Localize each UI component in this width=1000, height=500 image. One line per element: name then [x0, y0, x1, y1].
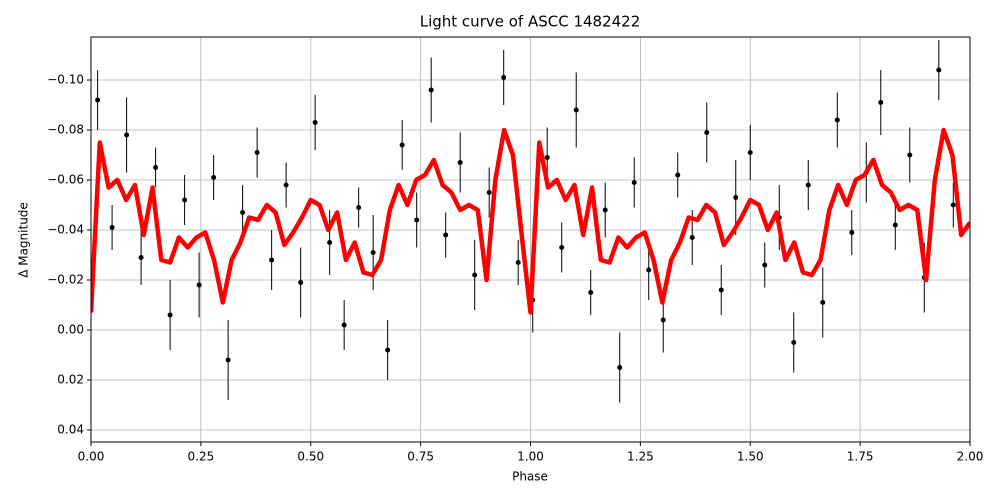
- y-tick-label: −0.08: [47, 123, 84, 137]
- data-point: [472, 272, 478, 278]
- plot-frame: [90, 36, 971, 443]
- data-point: [660, 317, 666, 323]
- x-tick-label: 0.25: [188, 450, 215, 464]
- chart-title: Light curve of ASCC 1482422: [420, 13, 641, 31]
- data-point: [849, 230, 855, 235]
- data-point: [907, 152, 913, 158]
- y-tick-label: 0.02: [57, 373, 84, 387]
- x-tick-label: 1.25: [627, 450, 654, 464]
- y-tick-label: 0.04: [57, 423, 84, 437]
- data-point: [950, 202, 956, 208]
- data-point: [718, 287, 724, 293]
- x-tick-label: 1.50: [737, 450, 764, 464]
- data-point: [936, 67, 942, 73]
- x-axis-label: Phase: [512, 470, 548, 484]
- x-tick-label: 0.50: [297, 450, 324, 464]
- data-point: [443, 232, 449, 238]
- data-point: [457, 160, 463, 165]
- data-point: [805, 182, 811, 188]
- data-point: [109, 225, 115, 230]
- data-point: [399, 142, 405, 148]
- data-point: [269, 257, 275, 263]
- data-point: [878, 100, 884, 105]
- data-point: [791, 340, 797, 345]
- data-point: [182, 197, 188, 203]
- data-point: [515, 260, 521, 265]
- data-point: [486, 190, 492, 195]
- data-point: [675, 172, 681, 178]
- data-point: [428, 87, 434, 93]
- data-point: [138, 255, 144, 260]
- data-point: [646, 267, 652, 273]
- data-point: [414, 217, 420, 223]
- data-point: [240, 210, 246, 215]
- data-point: [617, 365, 623, 370]
- x-tick-label: 2.00: [957, 450, 984, 464]
- data-point: [153, 165, 159, 170]
- data-point: [225, 357, 231, 363]
- x-tick-label: 1.75: [847, 450, 874, 464]
- data-point: [559, 245, 565, 250]
- data-point: [631, 180, 637, 185]
- data-point: [704, 130, 710, 135]
- data-point: [370, 250, 376, 255]
- data-point: [747, 150, 753, 155]
- data-point: [341, 322, 347, 328]
- data-point: [602, 207, 608, 213]
- binned-curve: [91, 127, 970, 315]
- data-point: [733, 195, 739, 200]
- y-tick-label: −0.04: [47, 223, 84, 237]
- data-point: [588, 290, 594, 295]
- data-point: [544, 155, 550, 160]
- data-point: [211, 175, 217, 180]
- data-point: [196, 282, 202, 288]
- x-tick-label: 0.00: [78, 450, 105, 464]
- data-point: [385, 347, 391, 353]
- x-tick-label: 1.00: [517, 450, 544, 464]
- y-tick-label: −0.10: [47, 73, 84, 87]
- data-point: [834, 117, 840, 123]
- data-point: [820, 300, 826, 305]
- y-axis-label: Δ Magnitude: [17, 202, 31, 278]
- data-point: [762, 262, 768, 268]
- data-point: [254, 150, 260, 155]
- data-point: [573, 107, 579, 113]
- data-point: [356, 205, 362, 210]
- data-point: [689, 235, 695, 240]
- data-point: [167, 312, 173, 318]
- x-tick-label: 0.75: [407, 450, 434, 464]
- data-point: [124, 132, 130, 138]
- y-tick-label: −0.06: [47, 173, 84, 187]
- data-point: [283, 182, 289, 188]
- data-point: [892, 222, 898, 228]
- y-tick-label: −0.02: [47, 273, 84, 287]
- data-point: [95, 97, 101, 103]
- data-point: [501, 75, 507, 80]
- data-point: [327, 240, 333, 245]
- data-point: [298, 280, 304, 285]
- y-tick-label: 0.00: [57, 323, 84, 337]
- data-point: [312, 120, 318, 125]
